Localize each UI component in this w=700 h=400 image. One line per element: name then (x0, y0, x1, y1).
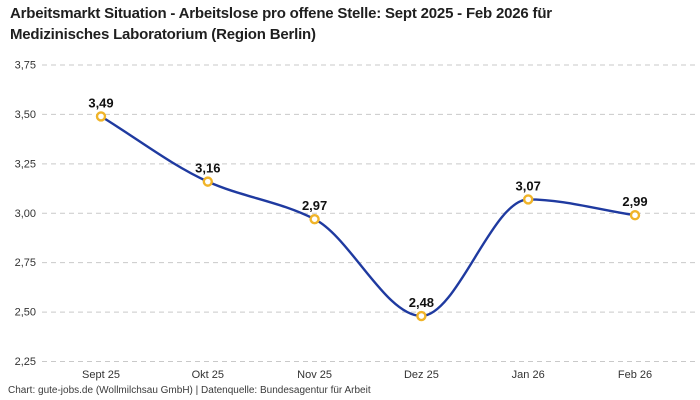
data-point-marker[interactable] (523, 194, 534, 205)
y-axis-tick-label: 3,50 (15, 109, 36, 121)
data-point-label: 3,07 (516, 178, 541, 193)
data-point-label: 2,99 (622, 194, 647, 209)
y-axis-tick-label: 3,75 (15, 60, 36, 72)
data-point-label: 2,48 (409, 295, 434, 310)
x-axis-tick-label: Jan 26 (512, 369, 545, 381)
chart-title: Arbeitsmarkt Situation - Arbeitslose pro… (10, 5, 552, 43)
y-axis-tick-label: 3,25 (15, 158, 36, 170)
x-axis-tick-label: Feb 26 (618, 369, 652, 381)
data-point-marker[interactable] (202, 176, 214, 187)
x-axis-tick-label: Sept 25 (82, 369, 120, 381)
chart-source: Chart: gute-jobs.de (Wollmilchsau GmbH) … (8, 385, 371, 396)
y-axis-tick-label: 2,75 (15, 257, 36, 269)
y-axis-tick-label: 3,00 (15, 208, 36, 220)
y-axis-tick-label: 2,50 (15, 307, 36, 319)
x-axis-tick-label: Nov 25 (297, 369, 332, 381)
data-point-label: 3,49 (88, 95, 113, 110)
data-point-label: 2,97 (302, 198, 327, 213)
x-axis-tick-label: Dez 25 (404, 369, 439, 381)
data-point-marker[interactable] (416, 310, 427, 322)
x-axis-tick-label: Okt 25 (192, 369, 224, 381)
data-point-marker[interactable] (629, 210, 641, 221)
data-point-marker[interactable] (309, 213, 320, 225)
data-point-marker[interactable] (95, 111, 107, 122)
data-point-label: 3,16 (195, 161, 220, 176)
y-axis-tick-label: 2,25 (15, 356, 36, 368)
data-line (99, 115, 637, 318)
